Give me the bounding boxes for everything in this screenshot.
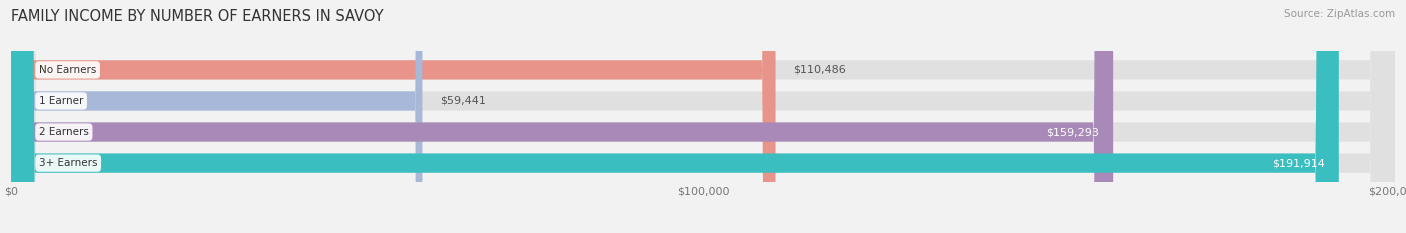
FancyBboxPatch shape xyxy=(11,0,776,233)
FancyBboxPatch shape xyxy=(11,0,1339,233)
FancyBboxPatch shape xyxy=(11,0,1395,233)
FancyBboxPatch shape xyxy=(11,0,422,233)
FancyBboxPatch shape xyxy=(11,0,1395,233)
Text: 1 Earner: 1 Earner xyxy=(39,96,83,106)
Text: 3+ Earners: 3+ Earners xyxy=(39,158,97,168)
Text: FAMILY INCOME BY NUMBER OF EARNERS IN SAVOY: FAMILY INCOME BY NUMBER OF EARNERS IN SA… xyxy=(11,9,384,24)
Text: $159,293: $159,293 xyxy=(1046,127,1099,137)
Text: No Earners: No Earners xyxy=(39,65,96,75)
Text: $110,486: $110,486 xyxy=(793,65,845,75)
Text: 2 Earners: 2 Earners xyxy=(39,127,89,137)
FancyBboxPatch shape xyxy=(11,0,1395,233)
Text: $59,441: $59,441 xyxy=(440,96,485,106)
FancyBboxPatch shape xyxy=(11,0,1395,233)
Text: $191,914: $191,914 xyxy=(1272,158,1324,168)
FancyBboxPatch shape xyxy=(11,0,1114,233)
Text: Source: ZipAtlas.com: Source: ZipAtlas.com xyxy=(1284,9,1395,19)
